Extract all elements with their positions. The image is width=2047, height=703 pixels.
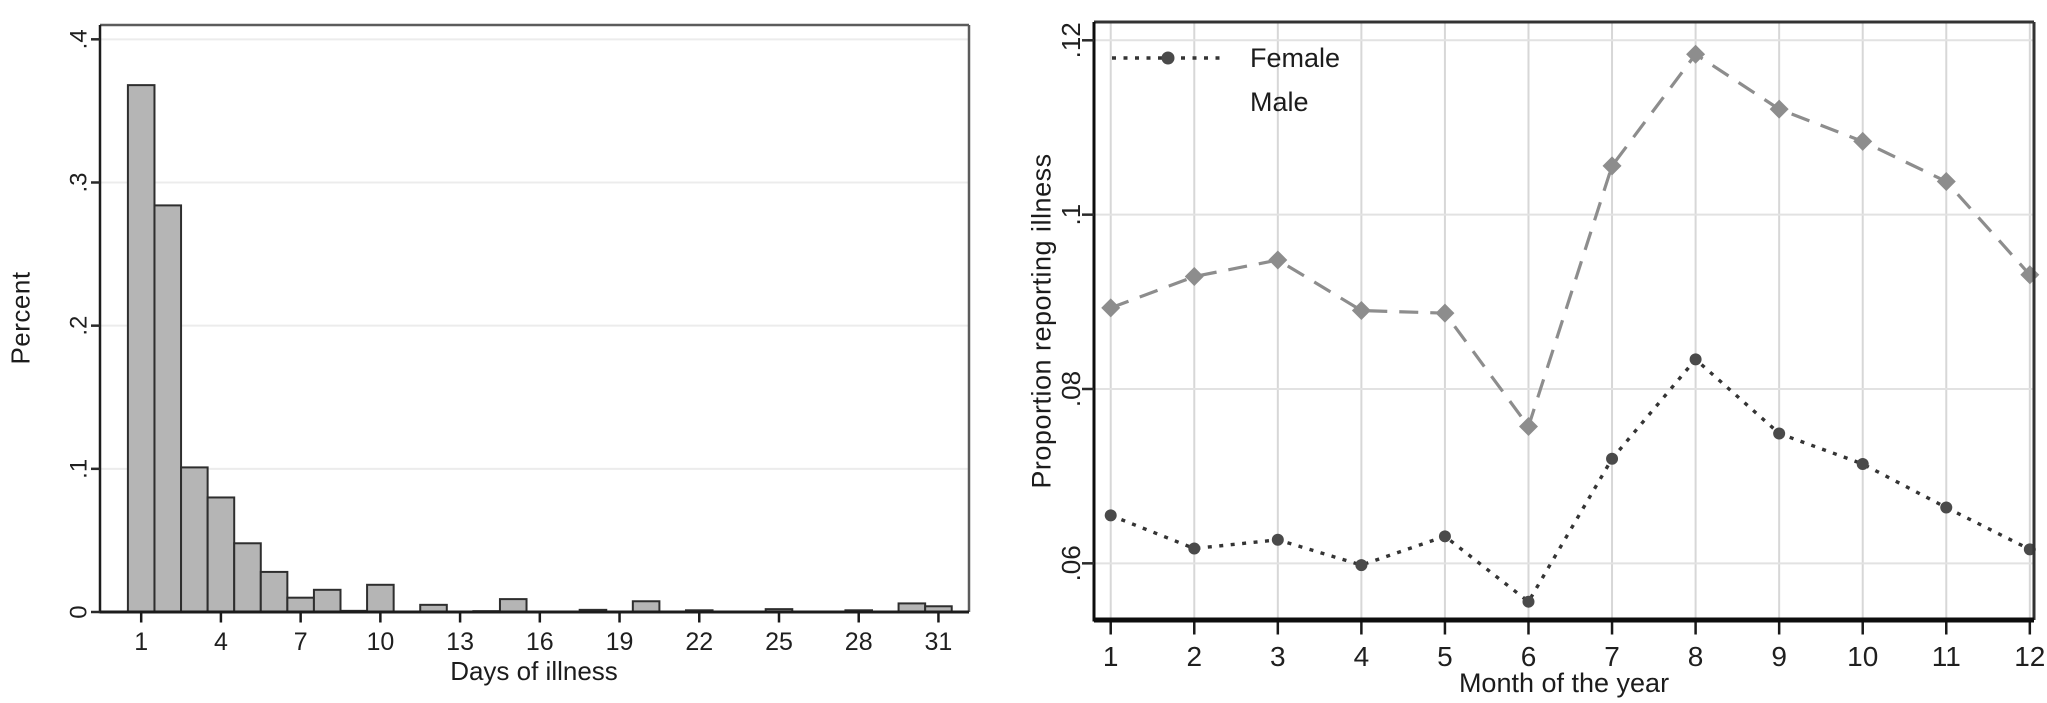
female-marker [1689,353,1702,366]
female-marker [1104,509,1117,522]
y-tick-label: .06 [1056,545,1086,581]
legend-row-male: Male [1112,80,1340,124]
histogram-x-axis-title: Days of illness [450,656,618,686]
line-chart-plot: .06.08.1.121 2 3 4 5 6 7 8 9 10 11 12 [1056,20,2045,672]
female-marker [1188,542,1201,555]
line-chart-panel: .06.08.1.12 1 2 3 4 5 6 7 8 9 10 11 12 Proportion re… [1020,0,2047,703]
male-line-sample-blank [1112,87,1224,117]
male-marker [1602,156,1622,176]
x-tick-label: 19 [606,628,634,656]
x-tick-label: 28 [845,628,873,656]
x-tick-label: 6 [1521,641,1537,672]
male-marker [1936,172,1956,192]
x-tick-label: 13 [446,628,474,656]
histogram-bar [180,466,209,613]
female-marker [1355,559,1368,572]
male-marker [1101,298,1121,318]
male-marker [1184,267,1204,287]
female-marker [1438,530,1451,543]
y-tick-label: .3 [66,172,93,192]
histogram-bar [126,84,156,613]
line-chart-x-axis-title: Month of the year [1458,668,1670,698]
male-marker [1686,44,1706,64]
female-marker [1606,452,1619,465]
y-tick-label: .12 [1056,22,1086,58]
male-marker [1435,303,1455,323]
x-tick-label: 10 [366,628,394,656]
x-tick-label: 31 [925,628,953,656]
x-tick-label: 7 [294,628,308,656]
female-marker [1522,595,1535,608]
histogram-bar [366,583,395,613]
female-line-sample-icon [1112,51,1224,65]
x-tick-label: 5 [1437,641,1453,672]
x-tick-label: 4 [214,628,228,656]
y-tick-label: .08 [1056,371,1086,407]
x-tick-label: 4 [1354,641,1370,672]
y-tick-label: .1 [1056,204,1086,226]
female-marker [1773,427,1786,440]
histogram-bar [498,598,528,613]
female-marker [1856,457,1869,470]
female-sample-marker [1161,51,1175,65]
histogram-panel: 0 .1 .2 .3 .4 1 4 7 10 13 16 19 22 25 28 31 Percent Day… [0,0,1020,703]
x-tick-label: 9 [1771,641,1787,672]
legend-label-female: Female [1250,42,1341,73]
female-marker [1940,501,1953,514]
x-tick-label: 25 [765,628,793,656]
female-marker [1271,533,1284,546]
y-tick-label: .2 [66,316,93,336]
histogram-bar [312,588,342,613]
legend: Female Male [1112,36,1340,124]
y-tick-label: .4 [66,29,93,49]
histogram-bar [233,542,262,614]
x-tick-label: 8 [1688,641,1704,672]
x-tick-label: 10 [1847,641,1878,672]
y-tick-label: .1 [66,459,93,479]
histogram-bar [153,204,183,614]
male-line [1110,52,2032,430]
female-line [1110,356,2031,605]
male-marker [1853,131,1873,151]
x-tick-label: 1 [1103,641,1119,672]
y-tick-label: 0 [66,605,93,618]
x-tick-label: 2 [1186,641,1202,672]
x-tick-label: 12 [2014,641,2045,672]
x-tick-label: 7 [1604,641,1620,672]
male-marker [2020,265,2040,285]
histogram-bar [631,600,661,614]
histogram-plot: 0 .1 .2 .3 .4 1 4 7 10 13 16 19 22 25 28 31 [66,23,971,656]
x-tick-label: 1 [134,628,148,656]
male-marker [1268,250,1288,270]
x-tick-label: 11 [1932,641,1961,672]
x-tick-label: 16 [526,628,554,656]
legend-row-female: Female [1112,36,1340,80]
male-marker [1518,416,1538,436]
legend-label-male: Male [1250,86,1309,117]
histogram-y-axis-title: Percent [5,271,36,365]
histogram-bar [206,496,236,613]
histogram-bar [286,596,315,613]
histogram-bar [259,570,289,613]
male-marker [1351,301,1371,321]
male-marker [1769,99,1789,119]
line-chart-y-axis-title: Proportion reporting illness [1026,153,1057,489]
x-tick-label: 22 [685,628,713,656]
x-tick-label: 3 [1270,641,1286,672]
